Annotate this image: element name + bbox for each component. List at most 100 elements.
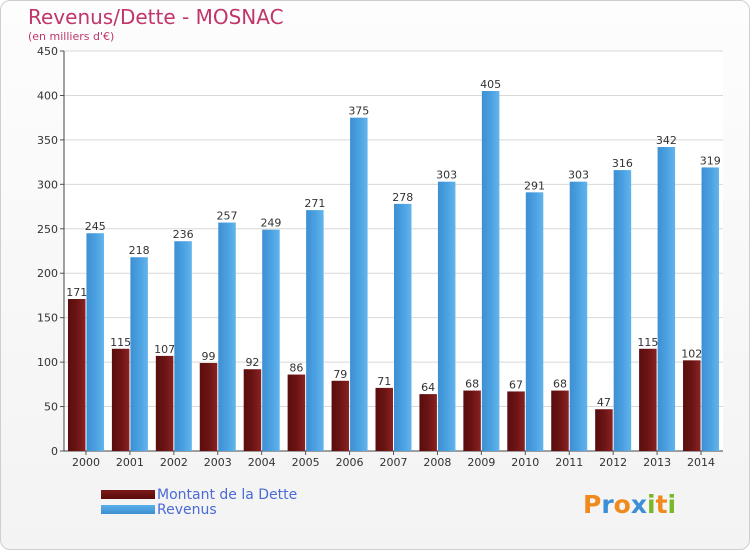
data-label-dette: 99 <box>202 350 216 363</box>
x-tick-label: 2006 <box>336 456 364 469</box>
data-label-revenus: 405 <box>480 78 501 91</box>
data-label-revenus: 342 <box>656 134 677 147</box>
bar-revenus <box>174 241 192 451</box>
bar-dette <box>683 360 701 451</box>
data-label-revenus: 236 <box>173 228 194 241</box>
plot-area <box>64 51 723 451</box>
legend-item-revenus: Revenus <box>101 501 297 518</box>
bar-revenus <box>262 229 280 451</box>
bar-revenus <box>701 167 720 451</box>
bar-dette <box>375 387 393 451</box>
bar-revenus <box>481 91 500 451</box>
x-tick-label: 2000 <box>72 456 100 469</box>
data-label-dette: 86 <box>289 362 303 375</box>
bar-dette <box>595 409 613 451</box>
logo-letter: P <box>583 490 602 519</box>
legend-label-revenus: Revenus <box>157 501 217 518</box>
data-label-dette: 67 <box>509 378 523 391</box>
x-tick-label: 2012 <box>599 456 627 469</box>
bar-revenus <box>525 192 544 452</box>
data-label-dette: 92 <box>245 356 259 369</box>
bar-dette <box>111 348 130 451</box>
bar-dette <box>463 390 481 451</box>
bar-dette <box>155 355 174 451</box>
y-tick-label: 200 <box>37 267 58 280</box>
x-tick-label: 2004 <box>248 456 276 469</box>
legend-swatch-revenus <box>101 505 155 514</box>
x-tick-label: 2003 <box>204 456 232 469</box>
y-tick-label: 350 <box>37 134 58 147</box>
y-tick-label: 100 <box>37 356 58 369</box>
y-tick-label: 50 <box>44 401 58 414</box>
x-tick-label: 2013 <box>643 456 671 469</box>
data-label-revenus: 375 <box>348 105 369 118</box>
y-tick-label: 400 <box>37 89 58 102</box>
logo-letter: t <box>655 490 668 519</box>
proxiti-logo: Proxiti <box>583 490 676 519</box>
legend-item-dette: Montant de la Dette <box>101 486 298 503</box>
data-label-revenus: 316 <box>612 157 633 170</box>
bar-revenus <box>350 117 368 452</box>
data-label-dette: 68 <box>465 378 479 391</box>
bar-revenus <box>657 147 676 451</box>
chart-title: Revenus/Dette - MOSNAC <box>28 5 284 29</box>
bar-revenus <box>306 210 324 451</box>
bar-revenus <box>613 170 632 451</box>
data-label-revenus: 291 <box>524 179 545 192</box>
data-label-dette: 64 <box>421 381 435 394</box>
bar-dette <box>639 348 657 451</box>
data-label-dette: 107 <box>154 343 175 356</box>
data-label-revenus: 271 <box>304 197 325 210</box>
data-label-dette: 102 <box>681 347 702 360</box>
bar-dette <box>331 380 350 451</box>
bar-revenus <box>437 181 456 451</box>
data-label-dette: 115 <box>110 336 131 349</box>
bar-revenus <box>394 203 412 451</box>
data-label-revenus: 249 <box>260 217 281 230</box>
bar-revenus <box>218 222 236 451</box>
y-tick-label: 450 <box>37 45 58 58</box>
data-label-revenus: 303 <box>436 169 457 182</box>
logo-letter: x <box>630 490 647 519</box>
y-tick-label: 150 <box>37 312 58 325</box>
bar-dette <box>243 369 262 451</box>
legend-swatch-dette <box>101 490 155 499</box>
x-tick-label: 2009 <box>467 456 495 469</box>
x-tick-label: 2001 <box>116 456 144 469</box>
data-label-dette: 171 <box>66 286 87 299</box>
x-tick-label: 2005 <box>292 456 320 469</box>
bar-dette <box>419 394 437 451</box>
bar-dette <box>287 374 306 451</box>
x-tick-label: 2007 <box>380 456 408 469</box>
x-tick-label: 2011 <box>555 456 583 469</box>
y-tick-label: 300 <box>37 178 58 191</box>
data-label-dette: 115 <box>637 336 658 349</box>
data-label-dette: 47 <box>597 396 611 409</box>
bar-revenus <box>130 257 148 451</box>
x-tick-label: 2010 <box>511 456 539 469</box>
logo-letter: o <box>613 490 631 519</box>
x-tick-label: 2002 <box>160 456 188 469</box>
x-tick-label: 2008 <box>423 456 451 469</box>
bar-dette <box>551 390 569 451</box>
legend: Montant de la Dette Revenus <box>101 486 298 518</box>
data-label-revenus: 218 <box>129 244 150 257</box>
y-tick-label: 0 <box>51 445 58 458</box>
data-label-dette: 71 <box>377 375 391 388</box>
data-label-revenus: 319 <box>700 154 721 167</box>
bar-revenus <box>86 233 104 451</box>
data-label-revenus: 257 <box>217 210 238 223</box>
bar-dette <box>67 299 86 451</box>
logo-letter: i <box>647 490 656 519</box>
chart-subtitle: (en milliers d'€) <box>28 30 115 43</box>
data-label-revenus: 245 <box>85 220 106 233</box>
legend-label-dette: Montant de la Dette <box>157 486 298 503</box>
data-label-revenus: 303 <box>568 169 589 182</box>
x-tick-label: 2014 <box>687 456 715 469</box>
bar-dette <box>199 363 218 451</box>
bar-revenus <box>569 181 588 451</box>
data-label-revenus: 278 <box>392 191 413 204</box>
y-tick-label: 250 <box>37 223 58 236</box>
